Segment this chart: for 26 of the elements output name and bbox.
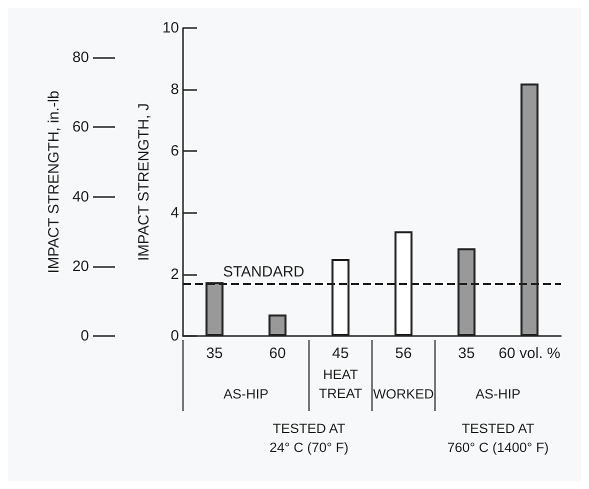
y2-tick-label: 40 xyxy=(72,188,89,206)
x-tick-label: 56 xyxy=(395,345,412,362)
y2-tick-label: 80 xyxy=(72,49,89,66)
y-tick-label: 4 xyxy=(170,204,179,222)
text: AS-HIP xyxy=(475,386,521,402)
y-axis-title: IMPACT STRENGTH, J xyxy=(135,103,152,261)
y-tick-label: 6 xyxy=(170,142,179,160)
x-tick-label: 35 xyxy=(206,345,223,362)
text: TESTED AT 760° C (1400° F) xyxy=(447,421,549,455)
text: WORKED xyxy=(373,386,434,402)
y2-tick-label: 0 xyxy=(80,328,89,344)
x-tick-label: 45 xyxy=(332,345,349,362)
x-tick-label: 60 xyxy=(269,345,286,362)
y-tick-label: 2 xyxy=(170,266,179,283)
y2-tick-label: 20 xyxy=(72,258,89,275)
y2-tick-label: 60 xyxy=(72,118,89,136)
x-tick-label: 35 xyxy=(458,345,475,362)
y-tick-label: 8 xyxy=(170,81,179,98)
y-tick-label: 10 xyxy=(162,20,179,36)
y2-axis-title: IMPACT STRENGTH, in.-lb xyxy=(45,90,62,274)
ref-line-label: STANDARD xyxy=(223,264,305,281)
x-tick-label: 60 vol. % xyxy=(498,345,560,362)
text: TESTED AT 24° C (70° F) xyxy=(269,421,349,455)
text: HEAT TREAT xyxy=(318,367,362,401)
y-tick-label: 0 xyxy=(170,328,179,344)
text: AS-HIP xyxy=(223,386,269,402)
